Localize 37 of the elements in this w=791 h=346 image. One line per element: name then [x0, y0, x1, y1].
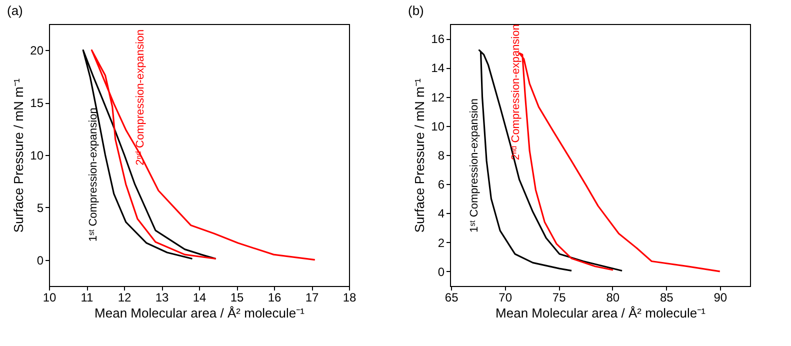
- annotation: 1ˢᵗ Compression-expansion: [468, 98, 481, 232]
- y-tick-label: 10: [431, 119, 445, 134]
- y-tick-label: 0: [438, 264, 445, 279]
- x-axis-title: Mean Molecular area / Å² molecule⁻¹: [496, 306, 706, 320]
- y-tick-label: 5: [36, 200, 44, 215]
- x-tick-label: 75: [552, 290, 566, 304]
- x-tick-label: 12: [118, 290, 132, 304]
- y-tick-label: 0: [36, 253, 44, 268]
- x-tick-label: 18: [342, 290, 356, 304]
- x-tick-label: 13: [155, 290, 169, 304]
- y-axis-title: Surface Pressure / mN m⁻¹: [412, 78, 428, 233]
- y-tick-label: 15: [30, 96, 44, 110]
- y-tick-label: 2: [438, 236, 445, 250]
- y-tick-label: 10: [30, 148, 44, 162]
- y-tick-label: 14: [431, 61, 445, 76]
- y-tick-label: 16: [431, 32, 445, 46]
- x-tick-label: 85: [660, 290, 674, 304]
- x-tick-label: 14: [192, 290, 206, 304]
- annotation: 1ˢᵗ Compression-expansion: [87, 108, 100, 242]
- x-tick-label: 70: [498, 290, 512, 304]
- chart-title: (b): [408, 3, 424, 18]
- chart-title: (a): [7, 3, 23, 18]
- annotation: 2ⁿᵈ Compression-expansion: [510, 24, 522, 160]
- x-tick-label: 17: [305, 290, 319, 304]
- y-tick-label: 20: [30, 44, 44, 58]
- x-tick-label: 80: [606, 290, 620, 304]
- y-tick-label: 6: [438, 178, 445, 192]
- y-tick-label: 4: [438, 206, 445, 221]
- x-tick-label: 65: [444, 290, 459, 304]
- x-axis-title: Mean Molecular area / Å² molecule⁻¹: [94, 306, 306, 320]
- y-axis-title: Surface Pressure / mN m⁻¹: [11, 78, 26, 233]
- x-tick-label: 16: [268, 290, 282, 304]
- y-tick-label: 8: [438, 148, 445, 162]
- x-tick-label: 90: [714, 290, 728, 304]
- y-tick-label: 12: [431, 90, 445, 104]
- x-tick-label: 15: [230, 290, 244, 304]
- x-tick-label: 11: [80, 290, 94, 304]
